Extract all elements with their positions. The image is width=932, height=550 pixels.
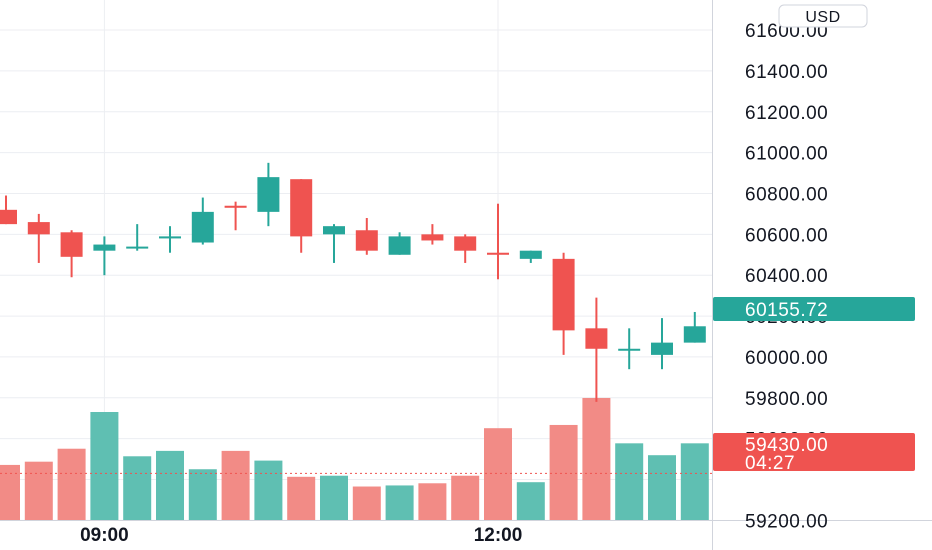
candle <box>0 195 17 225</box>
candle <box>323 224 345 263</box>
candle <box>585 297 608 402</box>
candle-body <box>93 244 116 251</box>
price-tick-label: 60800.00 <box>745 184 828 205</box>
volume-bar <box>287 476 316 520</box>
candle-body <box>487 252 509 255</box>
candle-body <box>191 211 214 243</box>
currency-button[interactable]: USD <box>778 4 868 28</box>
candle-body <box>0 209 17 225</box>
crosshair-price-label: 59430.00 <box>745 435 828 456</box>
price-tick-label: 60000.00 <box>745 348 828 369</box>
crosshair-price-badge: 59430.00 04:27 <box>713 433 915 474</box>
bar-countdown-label: 04:27 <box>745 453 795 474</box>
candle <box>355 217 378 255</box>
candle <box>421 224 444 245</box>
candle <box>257 162 280 227</box>
currency-label: USD <box>805 9 840 26</box>
candle-body <box>585 328 608 349</box>
candle <box>191 197 214 245</box>
candle <box>454 234 477 263</box>
candle-body <box>290 179 313 237</box>
volume-bar <box>320 475 348 520</box>
volume-bar <box>221 450 250 520</box>
candle-body <box>355 230 378 251</box>
candle-body <box>651 342 673 355</box>
volume-bar <box>123 456 152 520</box>
volume-bar <box>484 428 512 520</box>
candle-body <box>388 236 411 255</box>
candle-body <box>552 258 575 331</box>
volume-bar <box>254 460 283 520</box>
volume-bar <box>418 483 447 520</box>
candle-body <box>618 348 641 351</box>
volume-bar <box>385 485 414 520</box>
candle <box>388 232 411 255</box>
volume-bar <box>188 469 217 520</box>
candle <box>93 236 116 276</box>
time-tick-label: 09:00 <box>80 525 129 546</box>
volume-bar <box>156 450 184 520</box>
volume-bar <box>0 464 20 520</box>
candles <box>0 162 706 402</box>
volume-bar <box>582 397 611 520</box>
volume-bar <box>680 443 709 520</box>
volume-bar <box>516 482 545 520</box>
candle-body <box>454 236 477 251</box>
volume-bar <box>24 461 53 520</box>
candle-body <box>60 232 83 257</box>
candle <box>618 328 641 370</box>
candle-body <box>519 250 542 259</box>
candle-body <box>159 236 181 239</box>
candle-body <box>323 226 345 235</box>
candle <box>60 230 83 278</box>
volume-bar <box>549 424 578 520</box>
price-tick-label: 60400.00 <box>745 266 828 287</box>
candle-body <box>683 326 706 343</box>
candle-body <box>257 177 280 212</box>
candle <box>224 201 247 231</box>
price-tick-label: 61400.00 <box>745 62 828 83</box>
current-price-label: 60155.72 <box>745 300 828 321</box>
candle <box>27 213 50 263</box>
candle <box>290 179 313 253</box>
candle-body <box>27 222 50 235</box>
price-tick-label: 59200.00 <box>745 511 828 532</box>
price-tick-label: 59800.00 <box>745 389 828 410</box>
candle <box>126 224 149 251</box>
candle <box>159 226 181 253</box>
candle <box>683 311 706 343</box>
current-price-badge: 60155.72 <box>713 297 915 321</box>
candle-body <box>126 246 149 249</box>
volume-bar <box>90 412 119 520</box>
candle <box>487 203 509 280</box>
price-tick-label: 61200.00 <box>745 103 828 124</box>
volume-bar <box>615 443 644 520</box>
price-axis[interactable]: 61600.0061400.0061200.0061000.0060800.00… <box>745 21 828 532</box>
volume-bar <box>352 486 381 520</box>
volume-bars <box>0 397 709 520</box>
price-tick-label: 60600.00 <box>745 225 828 246</box>
candle <box>651 318 673 370</box>
time-axis[interactable]: 09:00 12:00 <box>80 525 522 546</box>
price-tick-label: 61000.00 <box>745 144 828 165</box>
volume-bar <box>451 475 480 520</box>
candle <box>519 250 542 263</box>
volume-bar <box>57 448 86 520</box>
candle-body <box>224 205 247 208</box>
volume-bar <box>648 455 676 520</box>
candle-body <box>421 234 444 241</box>
time-tick-label: 12:00 <box>474 525 523 546</box>
candle <box>552 252 575 355</box>
